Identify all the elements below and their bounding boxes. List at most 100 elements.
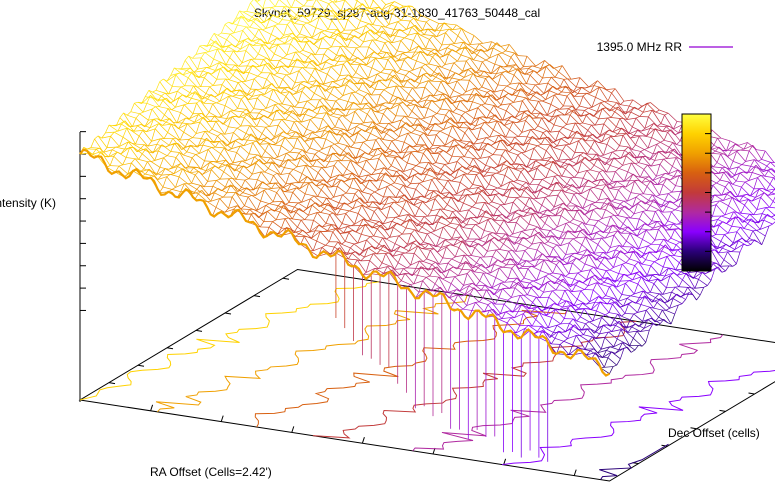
mesh-segment xyxy=(510,163,520,166)
mesh-segment xyxy=(225,78,235,91)
mesh-segment xyxy=(268,62,273,70)
mesh-segment xyxy=(522,185,532,193)
mesh-segment xyxy=(475,224,485,231)
mesh-segment xyxy=(521,230,531,238)
mesh-segment xyxy=(228,21,233,25)
mesh-segment xyxy=(262,78,267,89)
mesh-segment xyxy=(387,4,392,14)
mesh-segment xyxy=(532,198,542,206)
mesh-segment xyxy=(225,78,230,81)
mesh-segment xyxy=(621,294,631,297)
mesh-segment xyxy=(368,23,379,32)
mesh-segment xyxy=(644,149,654,155)
mesh-segment xyxy=(552,272,562,275)
mesh-segment xyxy=(217,188,222,192)
mesh-segment xyxy=(289,147,294,153)
mesh-segment xyxy=(228,95,238,109)
mesh-segment xyxy=(254,112,260,121)
mesh-segment xyxy=(459,224,469,240)
mesh-segment xyxy=(206,67,216,71)
mesh-segment xyxy=(114,130,118,133)
mesh-segment xyxy=(266,183,270,185)
mesh-segment xyxy=(350,35,355,40)
mesh-segment xyxy=(255,187,260,196)
mesh-segment xyxy=(368,121,373,128)
mesh-segment xyxy=(252,140,257,143)
mesh-segment xyxy=(292,91,297,95)
mesh-segment xyxy=(414,45,419,53)
mesh-segment xyxy=(348,134,353,138)
mesh-segment xyxy=(225,57,231,65)
mesh-segment xyxy=(473,35,484,44)
mesh-segment xyxy=(513,181,523,186)
mesh-segment xyxy=(267,83,273,89)
mesh-segment xyxy=(586,199,596,203)
mesh-segment xyxy=(628,330,637,333)
mesh-segment xyxy=(541,100,552,105)
mesh-segment xyxy=(379,30,384,37)
z-axis xyxy=(79,131,86,402)
mesh-segment xyxy=(326,178,336,183)
mesh-segment xyxy=(282,153,287,162)
mesh-segment xyxy=(607,357,617,366)
mesh-segment xyxy=(553,65,563,69)
mesh-segment xyxy=(329,130,334,134)
mesh-segment xyxy=(208,103,214,113)
mesh-segment xyxy=(558,330,568,339)
mesh-segment xyxy=(268,161,273,169)
mesh-segment xyxy=(299,24,304,34)
mesh-segment xyxy=(492,73,502,80)
mesh-segment xyxy=(531,112,541,115)
mesh-segment xyxy=(240,95,246,100)
mesh-segment xyxy=(264,62,269,65)
mesh-segment xyxy=(219,198,229,209)
mesh-segment xyxy=(512,250,522,260)
mesh-segment xyxy=(267,7,272,13)
mesh-segment xyxy=(469,80,479,90)
mesh-segment xyxy=(261,156,271,159)
mesh-segment xyxy=(514,287,525,296)
mesh-segment xyxy=(398,53,403,61)
mesh-segment xyxy=(654,158,664,161)
mesh-segment xyxy=(535,84,545,94)
mesh-segment xyxy=(508,151,518,156)
mesh-segment xyxy=(325,165,335,169)
mesh-segment xyxy=(204,72,209,78)
mesh-segment xyxy=(485,137,496,143)
mesh-segment xyxy=(509,235,519,238)
mesh-segment xyxy=(364,126,370,132)
mesh-segment xyxy=(297,202,307,209)
mesh-segment xyxy=(506,322,517,334)
mesh-segment xyxy=(491,201,501,206)
mesh-segment xyxy=(641,276,651,293)
mesh-segment xyxy=(712,184,722,196)
mesh-segment xyxy=(207,149,218,162)
mesh-segment xyxy=(224,178,230,188)
mesh-segment xyxy=(568,347,579,356)
mesh-segment xyxy=(390,74,396,81)
mesh-segment xyxy=(336,130,341,136)
mesh-segment xyxy=(463,173,473,185)
mesh-segment xyxy=(106,136,111,148)
mesh-segment xyxy=(575,335,586,350)
mesh-segment xyxy=(318,125,329,131)
mesh-segment xyxy=(249,153,258,156)
mesh-segment xyxy=(244,178,249,181)
mesh-segment xyxy=(503,139,513,149)
mesh-segment xyxy=(220,66,225,69)
mesh-segment xyxy=(213,32,218,36)
mesh-segment xyxy=(137,101,142,104)
mesh-segment xyxy=(600,202,610,210)
mesh-segment xyxy=(639,193,649,201)
mesh-segment xyxy=(288,136,293,139)
mesh-segment xyxy=(203,45,207,47)
mesh-segment xyxy=(557,144,567,147)
mesh-segment xyxy=(313,219,323,228)
mesh-segment xyxy=(197,57,202,70)
mesh-segment xyxy=(514,236,524,245)
mesh-segment xyxy=(594,251,604,254)
mesh-segment xyxy=(631,326,641,332)
mesh-segment xyxy=(595,97,605,102)
legend: 1395.0 MHz RR xyxy=(597,40,733,54)
mesh-segment xyxy=(208,112,219,118)
